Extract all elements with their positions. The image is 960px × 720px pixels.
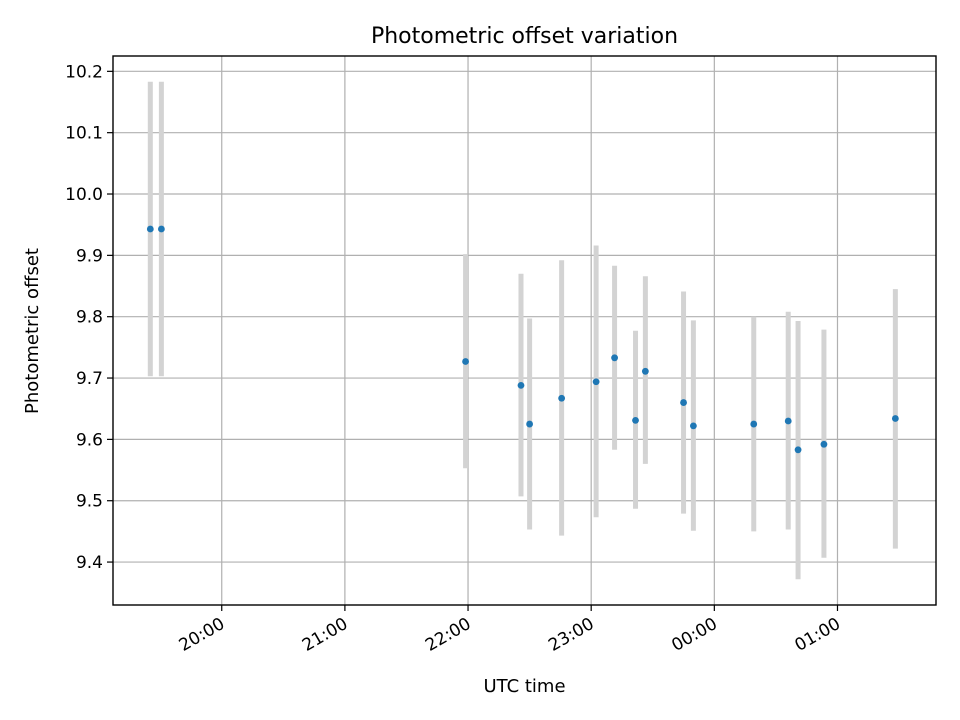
- tick-layer: 20:00 21:00 22:00 23:00 00:00 01:00 9.4 9.5 9.6 9…: [65, 62, 844, 655]
- y-tick-label: 9.5: [76, 492, 103, 512]
- y-tick-label: 9.6: [76, 430, 103, 450]
- data-point: [611, 354, 618, 362]
- y-tick-label: 9.8: [76, 308, 103, 328]
- x-tick-label: 23:00: [545, 614, 597, 656]
- data-point: [592, 378, 600, 386]
- point-layer: [146, 225, 899, 454]
- data-point: [689, 422, 697, 430]
- data-point: [641, 367, 649, 375]
- y-tick-label: 9.9: [76, 246, 103, 266]
- data-point: [632, 416, 639, 424]
- x-tick-label: 22:00: [422, 614, 474, 656]
- data-point: [517, 382, 525, 389]
- y-tick-label: 9.7: [76, 369, 103, 389]
- y-tick-label: 10.1: [65, 124, 103, 144]
- x-axis-label: UTC time: [483, 676, 565, 697]
- data-point: [462, 358, 469, 365]
- y-tick-label: 9.4: [76, 553, 103, 573]
- x-tick-label: 21:00: [299, 614, 351, 656]
- data-point: [558, 394, 566, 402]
- y-axis-label: Photometric offset: [22, 248, 43, 414]
- plot-frame: [112, 55, 937, 606]
- y-tick-label: 10.2: [65, 62, 103, 82]
- y-tick-label: 10.0: [65, 185, 103, 205]
- data-point: [784, 417, 792, 425]
- data-point: [820, 440, 828, 448]
- x-tick-label: 01:00: [792, 614, 844, 656]
- data-point: [157, 225, 165, 233]
- chart-title: Photometric offset variation: [371, 24, 678, 49]
- data-point: [526, 420, 534, 428]
- data-point: [750, 420, 758, 428]
- grid-layer: [113, 56, 936, 605]
- errorbar-layer: [147, 81, 898, 580]
- data-point: [891, 415, 899, 422]
- x-tick-label: 00:00: [668, 614, 720, 656]
- data-point: [680, 399, 687, 406]
- data-point: [794, 446, 802, 454]
- data-point: [146, 225, 154, 233]
- x-tick-label: 20:00: [176, 614, 228, 656]
